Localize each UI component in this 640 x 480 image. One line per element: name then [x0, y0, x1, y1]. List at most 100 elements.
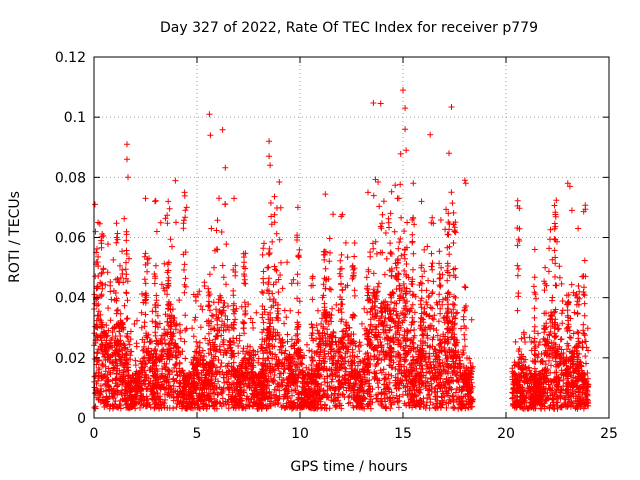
- data-point: [351, 287, 358, 294]
- data-point: [403, 261, 410, 267]
- data-point: [546, 245, 553, 252]
- data-point: [121, 302, 128, 309]
- data-point: [127, 328, 134, 335]
- data-point: [115, 388, 121, 395]
- data-point: [318, 381, 325, 388]
- data-point: [273, 230, 280, 237]
- data-point: [443, 206, 450, 213]
- data-point: [395, 276, 402, 283]
- data-point: [289, 392, 295, 399]
- data-point: [582, 353, 589, 360]
- data-point: [320, 325, 327, 332]
- data-point: [288, 280, 295, 287]
- data-point: [428, 263, 435, 270]
- data-point: [568, 335, 574, 341]
- data-point: [429, 214, 436, 221]
- data-point: [397, 150, 404, 157]
- data-point: [584, 370, 591, 376]
- data-point: [547, 226, 554, 233]
- data-point: [145, 399, 151, 406]
- data-point: [326, 235, 333, 242]
- data-point: [268, 304, 275, 311]
- data-point: [326, 356, 333, 362]
- data-point: [281, 386, 288, 393]
- data-point: [215, 296, 222, 303]
- data-point: [104, 269, 111, 276]
- data-point: [272, 367, 278, 374]
- data-point: [222, 312, 229, 319]
- data-point: [276, 236, 283, 243]
- data-point: [367, 316, 374, 323]
- data-point: [271, 386, 278, 393]
- data-point: [105, 241, 111, 248]
- data-point: [107, 317, 114, 324]
- data-point: [411, 309, 418, 316]
- data-point: [189, 325, 196, 332]
- data-point: [432, 362, 439, 368]
- data-point: [328, 286, 334, 293]
- data-point: [315, 341, 322, 348]
- data-point: [318, 320, 325, 327]
- data-point: [375, 179, 382, 185]
- data-point: [164, 220, 171, 227]
- data-point: [271, 263, 278, 270]
- data-point: [351, 292, 358, 299]
- data-point: [219, 339, 226, 345]
- data-point: [468, 316, 475, 323]
- data-point: [449, 200, 456, 207]
- data-point: [411, 326, 418, 333]
- data-point: [264, 264, 271, 271]
- data-point: [439, 271, 446, 278]
- data-point: [110, 256, 117, 263]
- data-point: [333, 301, 340, 308]
- data-point: [429, 266, 436, 273]
- data-point: [196, 288, 203, 295]
- data-point: [244, 343, 251, 350]
- data-point: [423, 299, 430, 306]
- data-point: [535, 342, 542, 348]
- data-point: [423, 402, 430, 409]
- data-point: [290, 276, 297, 283]
- data-point: [429, 305, 436, 312]
- data-point: [240, 348, 246, 355]
- data-point: [282, 347, 289, 354]
- data-point: [207, 307, 213, 314]
- data-point: [181, 338, 188, 345]
- data-point: [106, 344, 113, 351]
- data-point: [396, 358, 403, 364]
- data-point: [205, 330, 212, 337]
- data-point: [276, 179, 283, 185]
- data-point: [199, 347, 206, 354]
- data-point: [429, 289, 436, 296]
- data-point: [398, 252, 405, 259]
- data-point: [197, 324, 204, 331]
- data-point: [401, 255, 408, 262]
- data-point: [370, 245, 377, 252]
- data-point: [397, 235, 404, 242]
- data-point: [201, 353, 208, 360]
- data-point: [374, 310, 381, 316]
- data-point: [367, 308, 374, 315]
- data-point: [313, 322, 320, 329]
- data-point: [173, 219, 179, 226]
- data-point: [391, 305, 398, 312]
- data-point: [261, 306, 268, 313]
- data-point: [173, 404, 180, 411]
- data-point: [233, 305, 240, 312]
- data-point: [107, 371, 114, 377]
- data-point: [418, 287, 425, 294]
- data-point: [95, 365, 102, 371]
- data-point: [221, 374, 227, 381]
- data-point: [324, 326, 331, 333]
- data-point: [467, 360, 474, 366]
- data-point: [559, 298, 566, 304]
- data-point: [559, 320, 566, 327]
- data-point: [119, 387, 126, 394]
- data-point: [322, 191, 329, 198]
- data-point: [95, 369, 102, 376]
- data-point: [221, 322, 228, 329]
- data-point: [388, 188, 395, 195]
- data-point: [421, 326, 428, 333]
- data-point: [138, 309, 145, 316]
